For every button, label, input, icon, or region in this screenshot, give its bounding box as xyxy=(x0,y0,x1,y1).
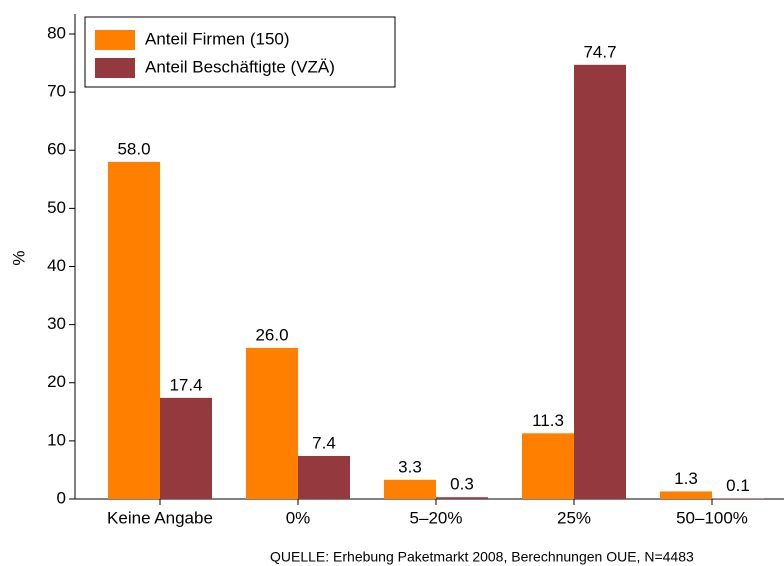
x-tick-label: 25% xyxy=(557,508,591,527)
legend-swatch xyxy=(95,30,135,50)
y-tick-label: 70 xyxy=(47,82,66,101)
value-label: 26.0 xyxy=(255,325,288,344)
source-note: QUELLE: Erhebung Paketmarkt 2008, Berech… xyxy=(270,549,694,565)
x-tick-label: 50–100% xyxy=(676,508,748,527)
value-label: 0.1 xyxy=(726,476,750,495)
x-tick-label: 0% xyxy=(286,508,311,527)
y-tick-label: 80 xyxy=(47,23,66,42)
y-tick-label: 0 xyxy=(57,488,66,507)
value-label: 0.3 xyxy=(450,475,474,494)
legend-label: Anteil Beschäftigte (VZÄ) xyxy=(145,57,335,76)
value-label: 3.3 xyxy=(398,457,422,476)
legend-swatch xyxy=(95,58,135,78)
value-label: 74.7 xyxy=(583,42,616,61)
y-tick-label: 60 xyxy=(47,140,66,159)
x-tick-label: Keine Angabe xyxy=(107,508,213,527)
value-label: 58.0 xyxy=(117,139,150,158)
bar xyxy=(436,497,488,499)
bar xyxy=(298,455,350,499)
y-tick-label: 40 xyxy=(47,256,66,275)
bar xyxy=(384,479,436,499)
y-axis-label: % xyxy=(9,250,28,265)
legend-label: Anteil Firmen (150) xyxy=(145,29,290,48)
bar xyxy=(574,64,626,500)
bar xyxy=(246,347,298,499)
y-tick-label: 10 xyxy=(47,430,66,449)
legend-box xyxy=(84,16,396,88)
value-label: 1.3 xyxy=(674,469,698,488)
y-tick-label: 30 xyxy=(47,314,66,333)
y-tick-label: 50 xyxy=(47,198,66,217)
bar xyxy=(160,397,212,499)
x-tick-label: 5–20% xyxy=(410,508,463,527)
value-label: 11.3 xyxy=(532,411,564,430)
y-tick-label: 20 xyxy=(47,372,66,391)
bar xyxy=(522,433,574,499)
value-label: 7.4 xyxy=(312,433,336,452)
bar xyxy=(108,161,160,499)
bar xyxy=(712,498,764,499)
bar xyxy=(660,491,712,499)
value-label: 17.4 xyxy=(169,375,202,394)
